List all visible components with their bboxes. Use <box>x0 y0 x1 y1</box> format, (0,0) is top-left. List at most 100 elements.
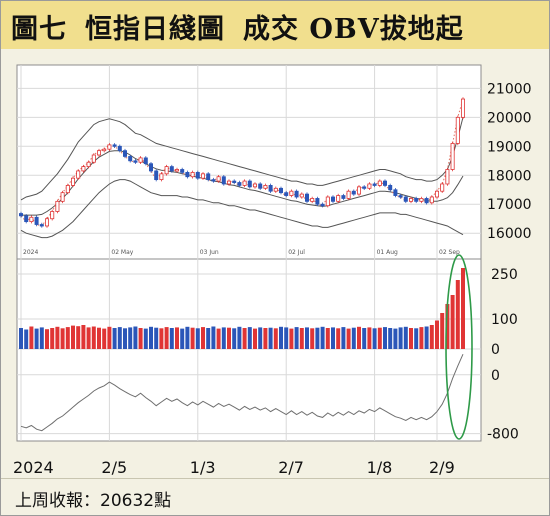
candle-up <box>65 185 70 194</box>
volume-bar <box>50 328 55 349</box>
candle-down <box>221 176 226 185</box>
candlesticks <box>18 97 465 228</box>
obv-polyline <box>20 353 464 432</box>
volume-bar <box>128 327 133 349</box>
candle-up <box>159 173 164 181</box>
volume-bar <box>336 328 341 349</box>
x-tick-label-small: 01 Aug <box>377 249 398 256</box>
candle-up <box>367 183 372 189</box>
volume-bar <box>65 327 70 349</box>
candle-up <box>97 150 102 156</box>
x-tick-label: 2/5 <box>101 458 127 477</box>
volume-bar <box>201 327 205 349</box>
candle-down <box>24 215 29 223</box>
x-tick-label-small: 02 Jul <box>288 249 305 256</box>
candle-down <box>372 183 377 186</box>
volume-bar <box>211 326 216 349</box>
indicator-panel-bg <box>16 258 482 442</box>
candle-down <box>237 182 242 186</box>
candle-up <box>107 144 112 150</box>
chart-title: 圖七 恒指日綫圖 成交 OBV拔地起 <box>11 7 482 46</box>
volume-bar <box>419 327 424 349</box>
volume-bar <box>414 328 419 349</box>
candle-up <box>346 190 351 199</box>
volume-bar <box>19 328 23 349</box>
volume-bar <box>169 328 174 349</box>
candle-up <box>263 185 268 189</box>
volume-tick-label: 250 <box>491 267 518 283</box>
candle-up <box>174 169 179 172</box>
volume-bar <box>273 328 278 349</box>
x-tick-label: 2024 <box>13 458 54 477</box>
candle-up <box>216 176 221 182</box>
candle-up <box>325 196 330 207</box>
volume-bar <box>97 327 101 349</box>
candle-up <box>299 193 304 198</box>
volume-bar <box>117 327 122 349</box>
candle-down <box>382 180 387 186</box>
candle-up <box>71 177 76 186</box>
candle-up <box>164 166 169 175</box>
volume-bar <box>299 328 304 349</box>
volume-bar <box>138 328 143 349</box>
last-close-label: 上周收報：20632點 <box>15 491 172 511</box>
candle-up <box>45 218 50 227</box>
volume-bar <box>24 329 29 349</box>
volume-bar <box>325 328 330 349</box>
candle-down <box>133 160 138 163</box>
candle-down <box>34 216 39 225</box>
x-tick-label-small: 03 Jun <box>200 249 219 256</box>
volume-bar <box>102 328 107 349</box>
candle-down <box>195 171 200 179</box>
volume-bar <box>305 327 309 349</box>
volume-bar <box>29 326 34 349</box>
price-tick-label: 19000 <box>487 139 532 155</box>
volume-bar <box>357 326 361 349</box>
title-main: 恒指日綫圖 <box>85 14 225 45</box>
volume-bar <box>206 328 211 349</box>
volume-bar <box>346 328 351 349</box>
candle-down <box>284 192 289 196</box>
volume-bar <box>221 327 226 349</box>
candle-up <box>50 211 55 220</box>
candle-down <box>169 166 174 172</box>
volume-bar <box>39 327 44 349</box>
x-tick-label: 2/7 <box>278 458 304 477</box>
volume-bar <box>149 326 153 349</box>
candle-down <box>362 186 367 189</box>
volume-bar <box>227 327 231 349</box>
volume-bar <box>393 328 398 349</box>
candle-up <box>408 198 413 202</box>
volume-bar <box>86 327 91 349</box>
candle-down <box>330 196 335 202</box>
candle-down <box>388 185 393 191</box>
volume-bar <box>107 326 112 349</box>
x-tick-label-small: 02 Sep <box>439 249 460 256</box>
candle-up <box>273 187 278 192</box>
candle-down <box>341 195 346 199</box>
volume-bar <box>388 328 393 349</box>
volume-bars <box>19 268 465 349</box>
candle-down <box>393 189 398 196</box>
volume-bar <box>164 327 169 349</box>
candle-up <box>440 183 445 192</box>
volume-bar <box>253 328 257 349</box>
candle-down <box>154 170 159 181</box>
volume-bar <box>195 328 200 349</box>
candle-up <box>242 180 247 186</box>
candle-up <box>455 116 460 144</box>
candle-down <box>351 190 356 195</box>
volume-bar <box>258 327 263 349</box>
volume-bar <box>367 327 372 349</box>
volume-bar <box>175 327 179 349</box>
volume-bar <box>268 327 273 349</box>
candle-up <box>450 143 455 170</box>
volume-bar <box>383 327 387 349</box>
candle-up <box>190 171 195 178</box>
candle-down <box>185 171 190 178</box>
candle-down <box>315 198 320 205</box>
candle-up <box>356 186 361 195</box>
title-bar: 圖七 恒指日綫圖 成交 OBV拔地起 <box>1 1 549 49</box>
candle-down <box>258 183 263 189</box>
volume-bar <box>81 325 86 349</box>
